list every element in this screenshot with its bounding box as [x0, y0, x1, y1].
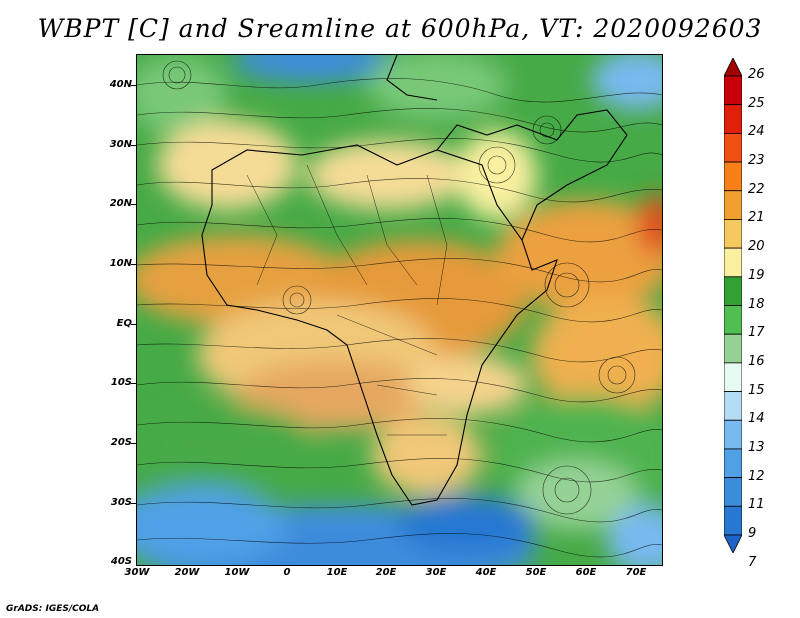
colorbar-box	[724, 419, 742, 450]
colorbar-box	[724, 219, 742, 249]
colorbar-label: 15	[748, 382, 765, 398]
lat-tick	[131, 145, 136, 146]
colorbar-box	[724, 190, 742, 220]
lat-tick	[131, 85, 136, 86]
colorbar-box	[724, 333, 742, 364]
colorbar-label: 14	[748, 411, 765, 427]
colorbar-label: 7	[748, 554, 757, 570]
borders	[246, 164, 448, 436]
colorbar-label: 11	[748, 497, 765, 513]
colorbar-box	[724, 132, 742, 163]
lat-label-20n: 20N	[109, 198, 132, 209]
lat-label-20s: 20S	[110, 437, 132, 448]
lon-label-30w: 30W	[124, 567, 150, 578]
colorbar-label: 19	[748, 267, 765, 283]
wbpt-field	[137, 55, 662, 565]
lon-label-10e: 10E	[326, 567, 348, 578]
lon-label-60e: 60E	[575, 567, 597, 578]
lon-label-20w: 20W	[174, 567, 200, 578]
lat-tick	[131, 264, 136, 265]
colorbar-label: 13	[748, 439, 765, 455]
colorbar-box	[724, 477, 742, 507]
lon-label-70e: 70E	[625, 567, 647, 578]
colorbar-box	[724, 247, 742, 278]
weather-map	[136, 54, 663, 566]
colorbar	[724, 58, 742, 553]
lat-tick	[131, 383, 136, 384]
colorbar-box	[724, 391, 742, 421]
streamlines	[137, 60, 662, 558]
lat-label-eq: EQ	[116, 318, 132, 329]
colorbar-label: 16	[748, 353, 765, 369]
colorbar-box	[724, 305, 742, 335]
colorbar-label: 25	[748, 95, 765, 111]
credit-text: GrADS: IGES/COLA	[6, 604, 100, 614]
colorbar-bottom-arrow	[724, 534, 742, 553]
lat-tick	[131, 503, 136, 504]
lat-label-40s: 40S	[110, 556, 132, 567]
lon-label-0: 0	[283, 567, 291, 578]
colorbar-label: 26	[748, 67, 765, 82]
lat-label-40n: 40N	[109, 79, 132, 90]
colorbar-box	[724, 75, 742, 106]
colorbar-box	[724, 362, 742, 392]
map-title: WBPT [C] and Sreamline at 600hPa, VT: 20…	[37, 14, 763, 43]
colorbar-label: 9	[748, 526, 757, 541]
colorbar-label: 21	[748, 210, 765, 226]
lon-label-50e: 50E	[525, 567, 547, 578]
lat-label-30n: 30N	[109, 139, 132, 150]
lat-label-30s: 30S	[110, 497, 132, 508]
colorbar-box	[724, 161, 742, 192]
colorbar-label: 17	[748, 325, 765, 341]
lat-tick	[131, 324, 136, 325]
lon-label-30e: 30E	[425, 567, 447, 578]
colorbar-box	[724, 276, 742, 306]
colorbar-label: 20	[748, 239, 765, 255]
colorbar-label: 24	[748, 124, 765, 140]
colorbar-box	[724, 505, 742, 536]
lat-tick	[131, 204, 136, 205]
colorbar-top-arrow	[724, 58, 742, 77]
colorbar-label: 18	[748, 296, 765, 312]
colorbar-label: 23	[748, 153, 765, 169]
lon-label-20e: 20E	[375, 567, 397, 578]
colorbar-box	[724, 104, 742, 134]
colorbar-label: 12	[748, 468, 765, 484]
colorbar-label: 22	[748, 181, 765, 197]
lat-label-10s: 10S	[110, 377, 132, 388]
colorbar-box	[724, 448, 742, 479]
lon-label-40e: 40E	[475, 567, 497, 578]
lat-tick	[131, 443, 136, 444]
lon-label-10w: 10W	[224, 567, 250, 578]
coastlines	[201, 55, 628, 506]
lat-label-10n: 10N	[109, 258, 132, 269]
